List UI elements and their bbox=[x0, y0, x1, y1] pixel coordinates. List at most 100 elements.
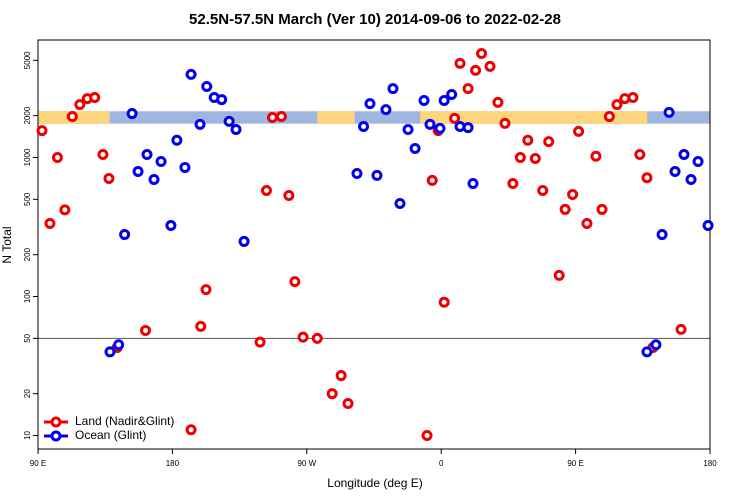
data-point bbox=[641, 172, 653, 184]
data-point bbox=[230, 123, 242, 135]
data-point bbox=[185, 68, 197, 80]
data-point bbox=[424, 118, 436, 130]
y-tick-label: 200 bbox=[23, 247, 32, 261]
data-point bbox=[254, 336, 266, 348]
data-point bbox=[66, 111, 78, 123]
data-point bbox=[185, 424, 197, 436]
data-point bbox=[434, 122, 446, 134]
x-tick-label: 180 bbox=[703, 459, 717, 468]
data-point bbox=[476, 47, 488, 59]
x-axis-label: Longitude (deg E) bbox=[327, 476, 422, 490]
x-tick-label: 90 E bbox=[567, 459, 583, 468]
data-point bbox=[371, 169, 383, 181]
data-point bbox=[663, 106, 675, 118]
data-point bbox=[454, 57, 466, 69]
data-point bbox=[426, 174, 438, 186]
data-point bbox=[358, 121, 370, 133]
land-band bbox=[317, 111, 355, 124]
data-point bbox=[543, 136, 555, 148]
data-point bbox=[603, 111, 615, 123]
data-point bbox=[409, 143, 421, 155]
data-point bbox=[59, 204, 71, 216]
y-tick-label: 10 bbox=[23, 431, 32, 440]
x-tick-label: 0 bbox=[439, 459, 444, 468]
data-point bbox=[364, 98, 376, 110]
data-point bbox=[201, 81, 213, 93]
data-point bbox=[275, 111, 287, 123]
data-point bbox=[669, 165, 681, 177]
data-point bbox=[97, 149, 109, 161]
data-point bbox=[611, 99, 623, 111]
data-point bbox=[522, 134, 534, 146]
data-point bbox=[283, 189, 295, 201]
data-point bbox=[289, 276, 301, 288]
data-point bbox=[238, 235, 250, 247]
legend-label: Land (Nadir&Glint) bbox=[75, 414, 174, 428]
data-point bbox=[155, 155, 167, 167]
data-point bbox=[216, 94, 228, 106]
legend-label: Ocean (Glint) bbox=[75, 428, 146, 442]
y-tick-label: 2000 bbox=[23, 106, 32, 124]
data-point bbox=[113, 339, 125, 351]
data-point bbox=[559, 203, 571, 215]
data-point bbox=[165, 220, 177, 232]
land-band bbox=[420, 111, 648, 124]
data-point bbox=[634, 149, 646, 161]
data-point bbox=[567, 188, 579, 200]
data-point bbox=[179, 161, 191, 173]
plot-frame bbox=[37, 39, 711, 450]
data-point bbox=[89, 92, 101, 104]
data-point bbox=[36, 125, 48, 137]
data-point bbox=[297, 331, 309, 343]
data-point bbox=[692, 155, 704, 167]
data-point bbox=[119, 229, 131, 241]
data-point bbox=[499, 117, 511, 129]
data-point bbox=[656, 229, 668, 241]
data-point bbox=[342, 397, 354, 409]
y-tick-label: 100 bbox=[23, 289, 32, 303]
data-point bbox=[573, 125, 585, 137]
x-tick-label: 90 W bbox=[297, 459, 316, 468]
data-point bbox=[351, 168, 363, 180]
y-axis-label: N Total bbox=[0, 226, 14, 263]
data-point bbox=[74, 99, 86, 111]
data-point bbox=[462, 122, 474, 134]
data-point bbox=[685, 173, 697, 185]
data-point bbox=[650, 339, 662, 351]
data-point bbox=[484, 60, 496, 72]
data-point bbox=[140, 324, 152, 336]
data-point bbox=[148, 173, 160, 185]
data-point bbox=[44, 218, 56, 230]
data-point bbox=[223, 115, 235, 127]
data-point bbox=[394, 197, 406, 209]
data-point bbox=[492, 96, 504, 108]
data-point bbox=[678, 149, 690, 161]
data-point bbox=[590, 150, 602, 162]
data-point bbox=[260, 184, 272, 196]
data-point bbox=[581, 218, 593, 230]
y-tick-label: 5000 bbox=[23, 51, 32, 69]
data-point bbox=[418, 94, 430, 106]
data-point bbox=[103, 173, 115, 185]
data-point bbox=[402, 123, 414, 135]
data-point bbox=[387, 83, 399, 95]
data-point bbox=[529, 152, 541, 164]
data-point bbox=[446, 88, 458, 100]
data-point bbox=[467, 177, 479, 189]
data-point bbox=[627, 92, 639, 104]
data-point bbox=[470, 64, 482, 76]
data-point bbox=[195, 320, 207, 332]
data-point bbox=[104, 346, 116, 358]
data-point bbox=[438, 94, 450, 106]
data-point bbox=[514, 151, 526, 163]
data-point bbox=[438, 296, 450, 308]
x-tick-label: 90 E bbox=[30, 459, 46, 468]
data-point bbox=[421, 430, 433, 442]
data-point bbox=[537, 184, 549, 196]
data-point bbox=[132, 165, 144, 177]
data-point bbox=[326, 388, 338, 400]
data-point bbox=[507, 177, 519, 189]
data-point bbox=[194, 118, 206, 130]
data-point bbox=[449, 112, 461, 124]
